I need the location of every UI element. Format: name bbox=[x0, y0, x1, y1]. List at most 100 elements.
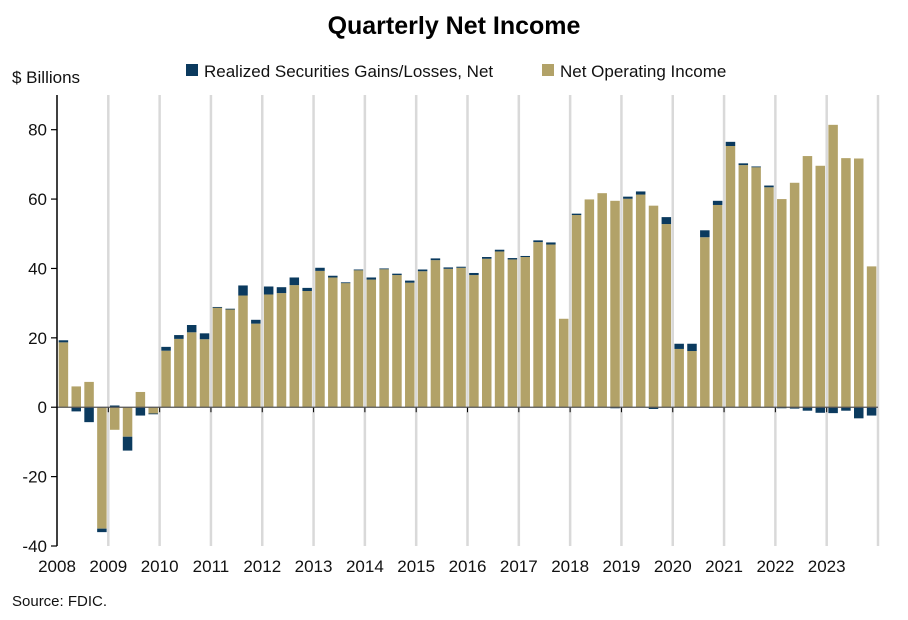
bar-operating-2018-q3 bbox=[597, 193, 607, 408]
bar-securities-2020-q3 bbox=[700, 230, 710, 238]
bar-securities-2019-q2 bbox=[635, 191, 646, 195]
bar-operating-2013-q4 bbox=[353, 270, 364, 408]
y-tick-label--40: -40 bbox=[22, 537, 47, 556]
bar-operating-2019-q2 bbox=[635, 194, 646, 408]
x-tick-label-2017: 2017 bbox=[500, 557, 538, 576]
bar-securities-2012-q1 bbox=[263, 286, 274, 295]
bar-operating-2014-q3 bbox=[392, 275, 402, 408]
bar-securities-2021-q1 bbox=[725, 141, 736, 146]
bar-operating-2008-q1 bbox=[58, 342, 69, 408]
bar-operating-2009-q1 bbox=[109, 407, 120, 430]
bar-operating-2011-q2 bbox=[225, 309, 235, 408]
legend-swatch-operating bbox=[542, 64, 554, 76]
bar-securities-2011-q2 bbox=[225, 308, 235, 310]
bar-securities-2009-q3 bbox=[135, 407, 146, 416]
bar-operating-2013-q1 bbox=[315, 270, 325, 408]
bar-securities-2023-q1 bbox=[828, 407, 838, 414]
bar-securities-2013-q4 bbox=[353, 269, 364, 271]
bar-securities-2015-q1 bbox=[417, 269, 428, 272]
x-tick-label-2020: 2020 bbox=[654, 557, 692, 576]
bar-securities-2010-q2 bbox=[174, 335, 184, 339]
bar-operating-2021-q4 bbox=[764, 187, 774, 408]
bar-operating-2009-q2 bbox=[122, 407, 133, 437]
bar-operating-2023-q1 bbox=[828, 124, 838, 408]
bar-operating-2018-q1 bbox=[571, 215, 582, 408]
bar-securities-2008-q2 bbox=[71, 407, 81, 412]
bar-securities-2008-q4 bbox=[97, 528, 107, 533]
bar-operating-2017-q3 bbox=[546, 244, 556, 408]
bar-operating-2010-q2 bbox=[174, 338, 184, 408]
bar-securities-2022-q3 bbox=[802, 407, 813, 411]
bar-securities-2019-q4 bbox=[661, 217, 672, 225]
bar-operating-2015-q3 bbox=[443, 268, 454, 408]
bar-securities-2010-q1 bbox=[161, 346, 171, 351]
bar-operating-2011-q3 bbox=[238, 295, 248, 408]
bar-securities-2011-q3 bbox=[238, 285, 248, 296]
bar-operating-2008-q4 bbox=[97, 407, 107, 529]
bar-securities-2014-q4 bbox=[405, 280, 415, 283]
bar-securities-2017-q3 bbox=[546, 242, 556, 245]
y-tick-label-0: 0 bbox=[38, 398, 47, 417]
x-tick-label-2009: 2009 bbox=[89, 557, 127, 576]
bar-operating-2021-q2 bbox=[738, 165, 749, 408]
x-tick-label-2023: 2023 bbox=[808, 557, 846, 576]
bar-securities-2023-q4 bbox=[866, 407, 877, 416]
bar-operating-2020-q3 bbox=[700, 237, 710, 408]
bar-securities-2020-q4 bbox=[712, 200, 723, 205]
bar-securities-2013-q1 bbox=[315, 267, 325, 271]
y-axis-label: $ Billions bbox=[12, 68, 80, 87]
bar-securities-2018-q1 bbox=[571, 213, 582, 216]
bar-securities-2017-q1 bbox=[520, 255, 530, 258]
bar-operating-2011-q1 bbox=[212, 307, 223, 408]
bar-operating-2022-q4 bbox=[815, 165, 826, 408]
x-tick-label-2008: 2008 bbox=[38, 557, 76, 576]
bar-securities-2020-q1 bbox=[674, 343, 684, 349]
bar-securities-2016-q4 bbox=[507, 258, 518, 260]
bar-operating-2016-q3 bbox=[494, 251, 505, 408]
bar-securities-2016-q2 bbox=[481, 257, 492, 259]
bar-securities-2020-q2 bbox=[687, 343, 697, 352]
bar-operating-2008-q2 bbox=[71, 386, 81, 408]
bar-operating-2020-q2 bbox=[687, 351, 697, 408]
x-tick-label-2022: 2022 bbox=[756, 557, 794, 576]
bar-operating-2018-q2 bbox=[584, 199, 595, 408]
bar-operating-2019-q3 bbox=[648, 205, 659, 408]
x-tick-label-2014: 2014 bbox=[346, 557, 384, 576]
bar-operating-2016-q4 bbox=[507, 259, 518, 408]
bar-securities-2012-q2 bbox=[276, 287, 287, 294]
bar-securities-2023-q3 bbox=[854, 407, 864, 419]
bar-operating-2023-q3 bbox=[854, 158, 864, 408]
bar-securities-2014-q3 bbox=[392, 273, 402, 276]
x-tick-label-2015: 2015 bbox=[397, 557, 435, 576]
bar-operating-2012-q1 bbox=[263, 294, 274, 408]
bar-securities-2021-q3 bbox=[751, 166, 761, 168]
x-tick-label-2010: 2010 bbox=[141, 557, 179, 576]
bar-securities-2011-q4 bbox=[251, 319, 261, 324]
bar-operating-2015-q2 bbox=[430, 260, 441, 408]
x-tick-label-2018: 2018 bbox=[551, 557, 589, 576]
bar-operating-2012-q2 bbox=[276, 293, 287, 408]
bar-operating-2014-q4 bbox=[405, 282, 415, 408]
bar-securities-2015-q4 bbox=[456, 266, 466, 268]
legend-label-securities: Realized Securities Gains/Losses, Net bbox=[204, 62, 493, 81]
y-tick-label-40: 40 bbox=[28, 259, 47, 278]
bar-securities-2012-q4 bbox=[302, 287, 312, 292]
bar-operating-2009-q3 bbox=[135, 391, 146, 408]
bar-operating-2022-q1 bbox=[777, 199, 787, 408]
bar-securities-2017-q2 bbox=[533, 240, 543, 243]
bar-operating-2013-q3 bbox=[340, 283, 351, 408]
bar-securities-2012-q3 bbox=[289, 277, 300, 286]
legend: Realized Securities Gains/Losses, Net Ne… bbox=[186, 62, 726, 81]
bar-operating-2012-q4 bbox=[302, 291, 312, 408]
x-tick-label-2011: 2011 bbox=[193, 557, 230, 576]
legend-label-operating: Net Operating Income bbox=[560, 62, 726, 81]
x-tick-label-2013: 2013 bbox=[295, 557, 333, 576]
legend-swatch-securities bbox=[186, 64, 198, 76]
bar-operating-2014-q1 bbox=[366, 279, 377, 408]
bar-operating-2015-q1 bbox=[417, 271, 428, 408]
chart-title: Quarterly Net Income bbox=[328, 12, 581, 40]
x-tick-label-2019: 2019 bbox=[603, 557, 641, 576]
bar-securities-2008-q1 bbox=[58, 340, 69, 343]
bar-operating-2009-q4 bbox=[148, 407, 158, 414]
